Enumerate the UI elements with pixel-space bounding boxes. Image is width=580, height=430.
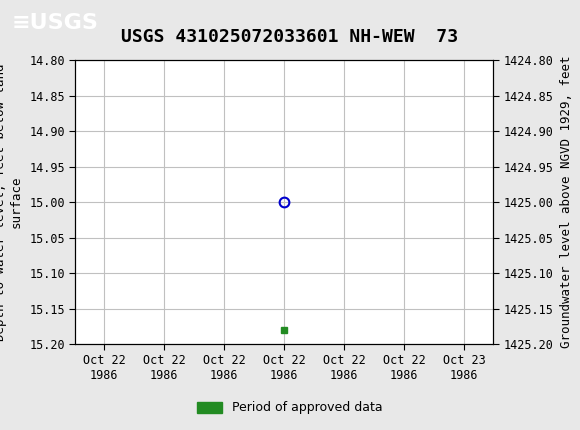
Text: ≡USGS: ≡USGS: [12, 12, 99, 33]
Y-axis label: Depth to water level, feet below land
surface: Depth to water level, feet below land su…: [0, 63, 23, 341]
Legend: Period of approved data: Period of approved data: [192, 396, 388, 419]
Text: USGS 431025072033601 NH-WEW  73: USGS 431025072033601 NH-WEW 73: [121, 28, 459, 46]
Y-axis label: Groundwater level above NGVD 1929, feet: Groundwater level above NGVD 1929, feet: [560, 56, 573, 348]
